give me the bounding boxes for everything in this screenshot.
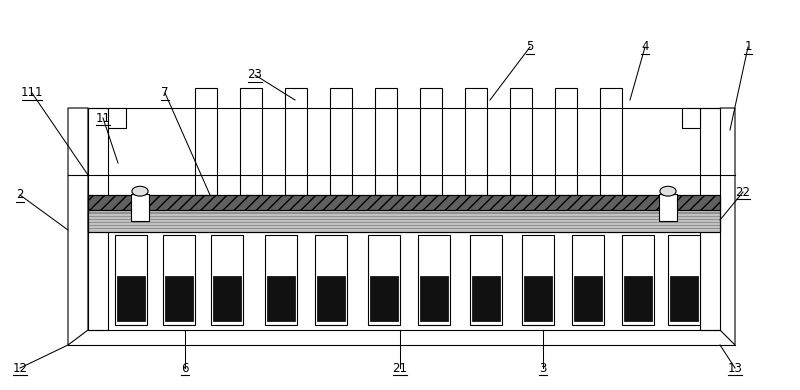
Bar (88, 195, 720, 232)
Bar (88, 108, 108, 330)
Ellipse shape (660, 186, 676, 196)
Text: 6: 6 (182, 362, 189, 374)
Polygon shape (720, 108, 735, 345)
Bar (670, 275, 698, 321)
Bar (668, 235, 700, 325)
Bar (131, 194, 149, 221)
Bar (370, 275, 398, 321)
Bar (108, 108, 126, 128)
Bar (88, 195, 720, 210)
Bar (574, 275, 602, 321)
Bar (240, 88, 262, 195)
Text: 23: 23 (247, 69, 262, 82)
Text: 2: 2 (16, 188, 24, 202)
Bar (211, 235, 243, 325)
Text: 111: 111 (21, 87, 43, 99)
Polygon shape (68, 108, 88, 345)
Bar (572, 235, 604, 325)
Bar (213, 275, 241, 321)
Bar (330, 88, 352, 195)
Bar (420, 275, 448, 321)
Bar (267, 275, 295, 321)
Text: 22: 22 (735, 186, 750, 199)
Bar (682, 108, 700, 128)
Bar (659, 194, 677, 221)
Bar (624, 275, 652, 321)
Bar (700, 108, 720, 330)
Bar (317, 275, 345, 321)
Text: 13: 13 (727, 362, 742, 374)
Bar (117, 275, 145, 321)
Bar (524, 275, 552, 321)
Bar (522, 235, 554, 325)
Bar (420, 88, 442, 195)
Text: 3: 3 (539, 362, 546, 374)
Text: 11: 11 (95, 112, 110, 124)
Bar (163, 235, 195, 325)
Text: 4: 4 (642, 41, 649, 53)
Bar (418, 235, 450, 325)
Bar (165, 275, 193, 321)
Bar (510, 88, 532, 195)
Bar (195, 88, 217, 195)
Bar (600, 88, 622, 195)
Bar (622, 235, 654, 325)
Bar (470, 235, 502, 325)
Bar (285, 88, 307, 195)
Text: 7: 7 (162, 87, 169, 99)
Ellipse shape (132, 186, 148, 196)
Bar (555, 88, 577, 195)
Bar (472, 275, 500, 321)
Text: 12: 12 (13, 362, 27, 374)
Bar (88, 210, 720, 232)
Bar (265, 235, 297, 325)
Text: 5: 5 (526, 41, 534, 53)
Bar (375, 88, 397, 195)
Bar (368, 235, 400, 325)
Bar (315, 235, 347, 325)
Text: 1: 1 (744, 41, 752, 53)
Bar (115, 235, 147, 325)
Text: 21: 21 (393, 362, 407, 374)
Bar (465, 88, 487, 195)
